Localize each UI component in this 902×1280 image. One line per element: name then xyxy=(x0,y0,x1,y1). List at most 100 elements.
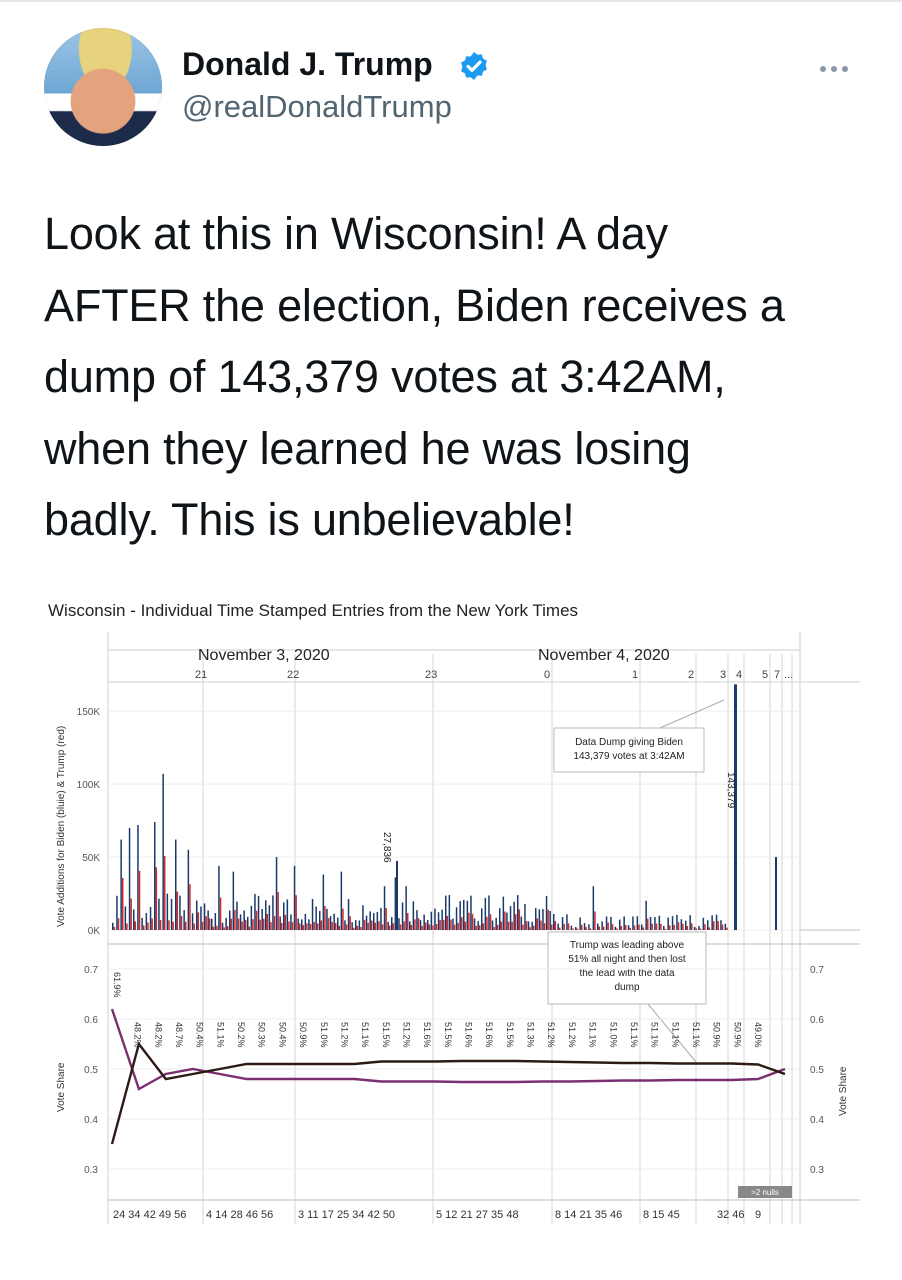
avatar[interactable] xyxy=(44,28,162,146)
bar-trump xyxy=(559,927,561,930)
bar-trump xyxy=(201,921,204,930)
bar-trump xyxy=(381,924,384,930)
annotation-text: Trump was leading above xyxy=(570,940,685,951)
bar-biden xyxy=(116,895,118,930)
bar-trump xyxy=(655,923,658,930)
bar-trump xyxy=(551,924,553,930)
annotation-text: 143,379 votes at 3:42AM xyxy=(573,751,684,762)
bar-biden xyxy=(481,908,483,930)
bar-trump xyxy=(126,923,128,930)
hour-tick-label: 4 xyxy=(736,669,742,681)
bar-biden xyxy=(187,849,190,930)
bar-trump xyxy=(176,891,179,930)
bar-trump xyxy=(385,908,387,930)
bar-biden xyxy=(275,857,278,930)
bar-biden xyxy=(484,897,487,930)
bar-biden xyxy=(401,902,404,930)
bar-biden xyxy=(689,915,691,930)
bar-trump xyxy=(533,925,535,930)
chart-title: Wisconsin - Individual Time Stamped Entr… xyxy=(48,601,578,620)
bar-trump xyxy=(399,924,402,930)
share-label: 51.1% xyxy=(650,1022,660,1048)
display-name[interactable]: Donald J. Trump xyxy=(182,46,433,82)
y-tick-label: 50K xyxy=(82,853,100,864)
bar-biden xyxy=(373,913,375,930)
y-tick-label: 0.6 xyxy=(810,1015,824,1026)
bar-trump xyxy=(288,921,290,930)
minute-tick-label: 8 15 45 xyxy=(643,1209,680,1221)
annotation-text: the lead with the data xyxy=(579,968,675,979)
bar-biden xyxy=(297,918,299,930)
bar-biden xyxy=(623,916,625,930)
bar-trump xyxy=(309,923,312,930)
bar-biden xyxy=(369,911,371,930)
bar-biden xyxy=(654,916,656,930)
nulls-label: >2 nulls xyxy=(751,1188,779,1197)
bar-trump xyxy=(403,921,405,930)
bar-biden xyxy=(225,917,227,930)
bar-biden xyxy=(597,923,599,930)
bar-trump xyxy=(270,922,272,930)
y-tick-label: 0.5 xyxy=(84,1065,98,1076)
bar-biden xyxy=(261,908,263,930)
bar-biden xyxy=(641,924,643,930)
bar-trump xyxy=(594,911,596,930)
share-label: 50.9% xyxy=(298,1022,308,1048)
bar-trump xyxy=(138,870,141,930)
bar-trump xyxy=(151,918,153,930)
bar-biden xyxy=(236,901,238,930)
bar-biden xyxy=(358,920,361,930)
bar-biden xyxy=(243,910,245,930)
bar-trump xyxy=(428,924,431,930)
y-axis-label: Vote Share xyxy=(838,1066,849,1116)
hour-tick-label: 3 xyxy=(720,669,726,681)
bar-trump xyxy=(576,928,579,930)
bar-trump xyxy=(237,918,240,930)
bar-trump xyxy=(669,925,671,930)
bar-biden xyxy=(319,910,321,930)
bar-trump xyxy=(598,926,601,930)
annotation-text: Data Dump giving Biden xyxy=(575,737,683,748)
bar-trump xyxy=(504,911,506,930)
bar-trump xyxy=(374,922,377,930)
bar-trump xyxy=(589,928,592,930)
bar-trump xyxy=(482,923,485,930)
bar-trump xyxy=(611,924,614,930)
bar-trump xyxy=(493,927,495,930)
bar-trump xyxy=(338,925,341,930)
handle[interactable]: @realDonaldTrump xyxy=(182,89,452,124)
share-label: 48.2% xyxy=(133,1022,143,1048)
bar-trump xyxy=(317,923,319,930)
nulls-badge xyxy=(738,1186,792,1198)
y-tick-label: 0.6 xyxy=(84,1015,98,1026)
share-label: 51.6% xyxy=(464,1022,474,1048)
bar-biden xyxy=(775,857,777,930)
bar-trump xyxy=(717,920,719,930)
bar-trump xyxy=(363,919,366,930)
bar-biden xyxy=(495,917,497,930)
bar-trump xyxy=(507,921,510,930)
share-label: 48.2% xyxy=(153,1022,163,1048)
bar-biden xyxy=(166,893,169,930)
share-label: 51.2% xyxy=(567,1022,577,1048)
share-label: 48.7% xyxy=(174,1022,184,1048)
bar-biden xyxy=(137,824,139,930)
bar-biden xyxy=(265,900,267,930)
more-options-icon[interactable] xyxy=(820,59,856,73)
bar-biden xyxy=(711,915,713,930)
bar-biden xyxy=(200,906,202,930)
bar-biden xyxy=(506,912,508,930)
bar-biden xyxy=(416,910,418,930)
y-tick-label: 0.5 xyxy=(810,1065,824,1076)
bar-trump xyxy=(616,928,618,930)
share-label: 50.9% xyxy=(712,1022,722,1048)
bar-biden xyxy=(693,926,696,930)
bar-biden xyxy=(605,916,608,930)
bar-trump xyxy=(335,922,337,930)
y-tick-label: 0.3 xyxy=(810,1165,824,1176)
bar-biden xyxy=(120,839,122,930)
bar-trump xyxy=(378,921,380,930)
y-tick-label: 0.4 xyxy=(84,1115,98,1126)
bar-trump xyxy=(263,918,265,930)
